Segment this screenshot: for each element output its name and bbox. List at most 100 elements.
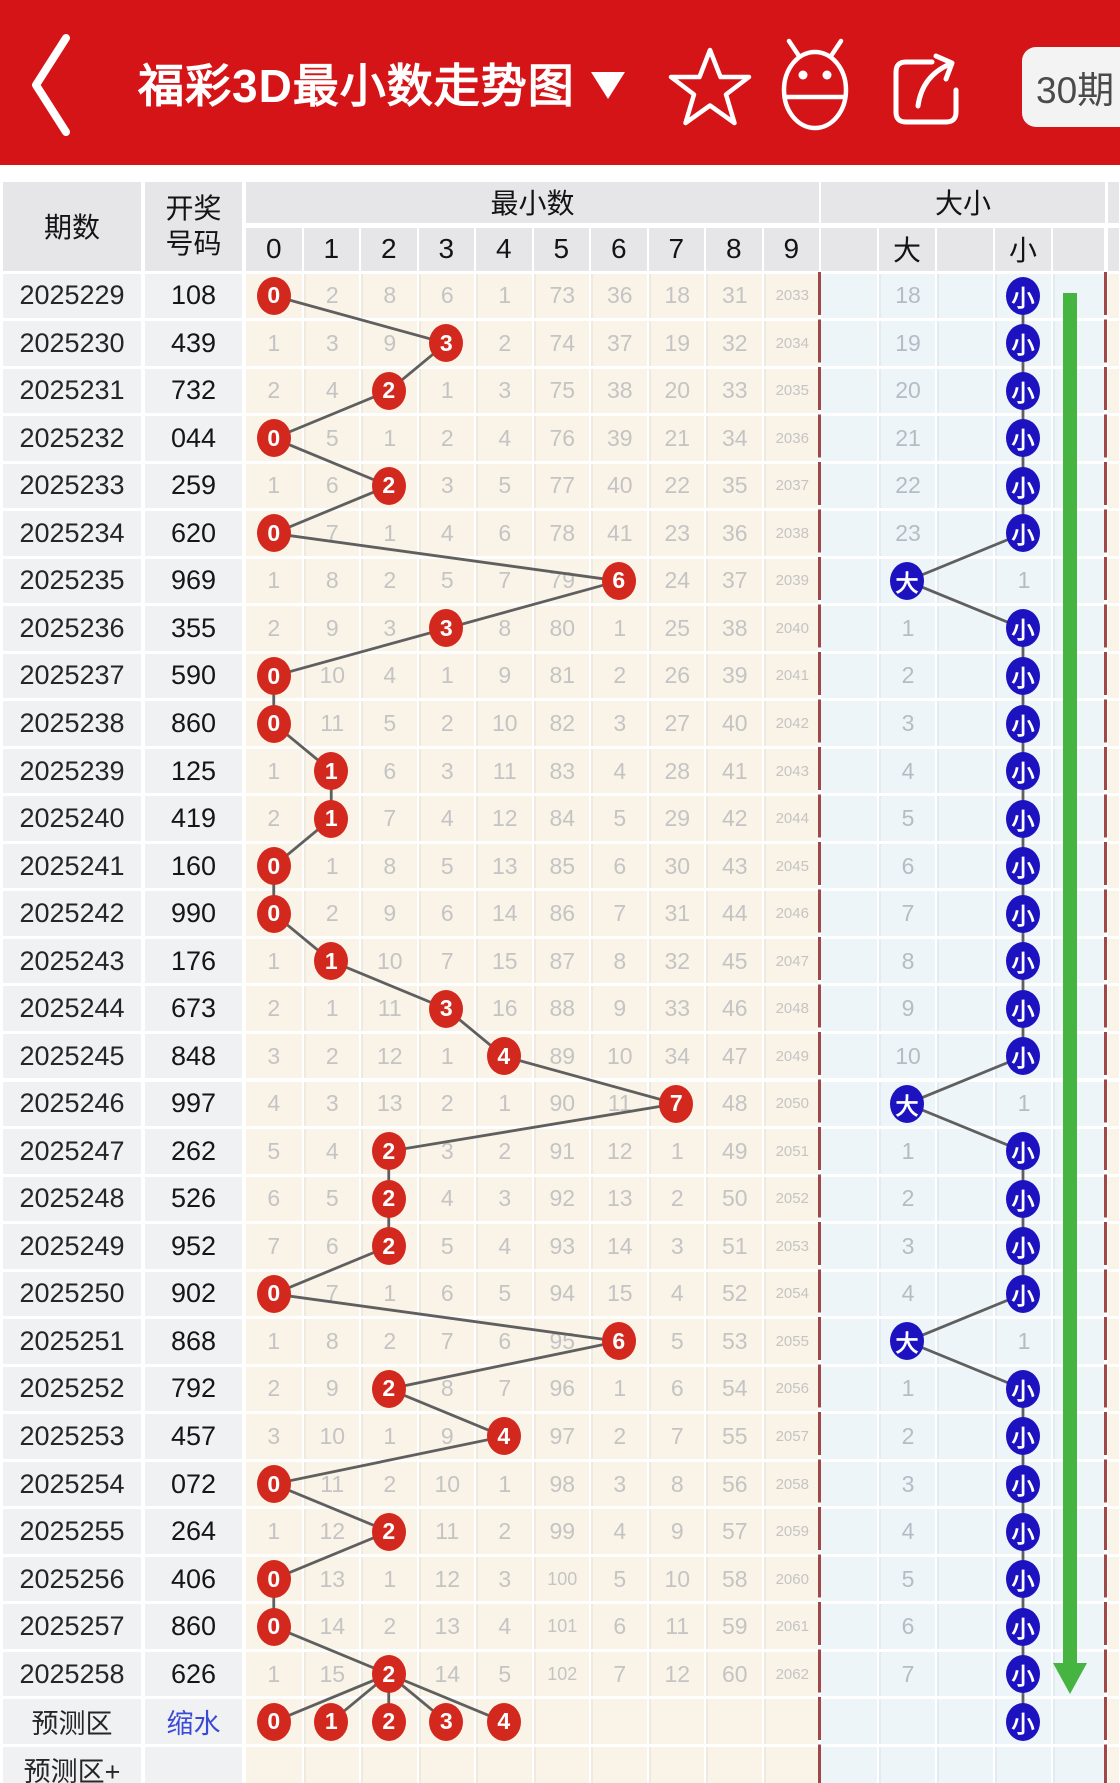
miss-cell: 38 xyxy=(591,368,647,414)
edge-strip-cell xyxy=(1108,1461,1119,1507)
spacer-cell xyxy=(821,1461,877,1507)
miss-cell: 9 xyxy=(303,1366,359,1412)
period-cell-prediction: 预测区 xyxy=(3,1699,141,1744)
trend-down-arrow-head xyxy=(1053,1663,1087,1694)
miss-cell: 2 xyxy=(648,1176,704,1222)
spacer-cell xyxy=(821,891,877,936)
spacer-cell xyxy=(937,653,993,699)
big-miss-cell: 4 xyxy=(879,1509,935,1554)
title-dropdown[interactable]: 福彩3D最小数走势图 xyxy=(138,0,625,165)
arrow-track-cell xyxy=(1053,843,1104,889)
miss-cell: 58 xyxy=(706,1556,762,1602)
miss-cell: 2033 xyxy=(763,273,819,319)
miss-cell: 98 xyxy=(533,1461,589,1507)
big-hit-circle: 大 xyxy=(890,1084,924,1123)
miss-cell: 4 xyxy=(648,1271,704,1317)
miss-cell: 43 xyxy=(706,843,762,889)
miss-cell: 10 xyxy=(591,1033,647,1079)
share-button[interactable] xyxy=(886,48,970,132)
back-button[interactable] xyxy=(14,30,94,140)
spacer-cell xyxy=(821,701,877,746)
spacer-cell xyxy=(937,1366,993,1412)
period-cell: 2025229 xyxy=(3,273,141,319)
spacer-cell xyxy=(937,1271,993,1317)
period-range-button[interactable]: 30期 xyxy=(1022,47,1120,127)
draw-number-cell: 952 xyxy=(145,1224,242,1269)
edge-strip-cell xyxy=(1108,321,1119,366)
draw-number-cell: 176 xyxy=(145,938,242,984)
edge-strip-cell xyxy=(1108,986,1119,1031)
shrink-link[interactable]: 缩水 xyxy=(145,1699,242,1744)
miss-cell: 4 xyxy=(418,796,474,841)
miss-cell: 3 xyxy=(361,606,417,651)
miss-cell: 8 xyxy=(303,1319,359,1364)
miss-cell: 2 xyxy=(246,368,302,414)
small-miss-cell: 1 xyxy=(995,558,1051,604)
small-hit-circle: 小 xyxy=(1006,657,1040,695)
miss-cell: 76 xyxy=(533,416,589,461)
prediction-hit-circle: 2 xyxy=(371,1702,406,1741)
miss-cell: 89 xyxy=(533,1033,589,1079)
spacer-cell xyxy=(937,701,993,746)
miss-cell: 8 xyxy=(476,606,532,651)
miss-cell: 9 xyxy=(591,986,647,1031)
spacer-cell xyxy=(821,938,877,984)
big-miss-cell: 3 xyxy=(879,1461,935,1507)
miss-cell: 2059 xyxy=(763,1509,819,1554)
miss-cell: 1 xyxy=(476,1081,532,1127)
miss-cell: 19 xyxy=(648,321,704,366)
arrow-track-cell xyxy=(1053,986,1104,1031)
period-cell: 2025249 xyxy=(3,1224,141,1269)
miss-cell: 20 xyxy=(648,368,704,414)
period-cell: 2025257 xyxy=(3,1604,141,1649)
miss-cell: 15 xyxy=(591,1271,647,1317)
edge-strip-cell xyxy=(1108,1224,1119,1269)
min-hit-circle: 4 xyxy=(486,1037,521,1076)
min-hit-circle: 6 xyxy=(601,561,636,600)
min-hit-circle: 6 xyxy=(601,1322,636,1361)
miss-cell: 23 xyxy=(648,511,704,556)
app-download-button[interactable] xyxy=(772,34,858,134)
miss-cell: 3 xyxy=(591,1461,647,1507)
miss-cell: 2 xyxy=(361,558,417,604)
miss-cell: 10 xyxy=(418,1461,474,1507)
miss-cell: 1 xyxy=(361,1556,417,1602)
miss-cell: 2 xyxy=(361,1604,417,1649)
small-hit-circle: 小 xyxy=(1006,466,1040,505)
small-hit-circle: 小 xyxy=(1006,847,1040,886)
small-hit-circle: 小 xyxy=(1006,324,1040,363)
big-miss-cell: 8 xyxy=(879,938,935,984)
spacer-cell xyxy=(995,1746,1051,1783)
min-hit-circle: 2 xyxy=(371,371,406,410)
miss-cell: 4 xyxy=(476,1224,532,1269)
edge-strip-cell xyxy=(1108,273,1119,319)
period-cell-prediction-plus: 预测区+ xyxy=(3,1746,141,1783)
edge-strip-cell xyxy=(1108,748,1119,794)
miss-cell: 6 xyxy=(246,1176,302,1222)
column-header-digit-1: 1 xyxy=(303,227,359,271)
prediction-miss-cell xyxy=(648,1699,704,1744)
prediction-miss-cell xyxy=(533,1699,589,1744)
miss-cell: 7 xyxy=(418,938,474,984)
miss-cell: 94 xyxy=(533,1271,589,1317)
miss-cell: 2043 xyxy=(763,748,819,794)
miss-cell: 88 xyxy=(533,986,589,1031)
miss-cell: 73 xyxy=(533,273,589,319)
big-miss-cell: 23 xyxy=(879,511,935,556)
min-hit-circle: 0 xyxy=(256,276,291,315)
miss-cell: 10 xyxy=(303,1414,359,1459)
miss-cell: 5 xyxy=(476,1271,532,1317)
arrow-track-cell xyxy=(1053,463,1104,509)
draw-number-cell: 355 xyxy=(145,606,242,651)
miss-cell xyxy=(763,1746,819,1783)
miss-cell: 49 xyxy=(706,1129,762,1174)
favorite-button[interactable] xyxy=(668,44,752,132)
draw-number-cell: 262 xyxy=(145,1129,242,1174)
period-cell: 2025244 xyxy=(3,986,141,1031)
spacer-cell xyxy=(821,1746,877,1783)
spacer-cell xyxy=(821,368,877,414)
spacer-cell xyxy=(937,1556,993,1602)
min-hit-circle: 2 xyxy=(371,466,406,505)
miss-cell: 9 xyxy=(303,606,359,651)
miss-cell: 34 xyxy=(706,416,762,461)
